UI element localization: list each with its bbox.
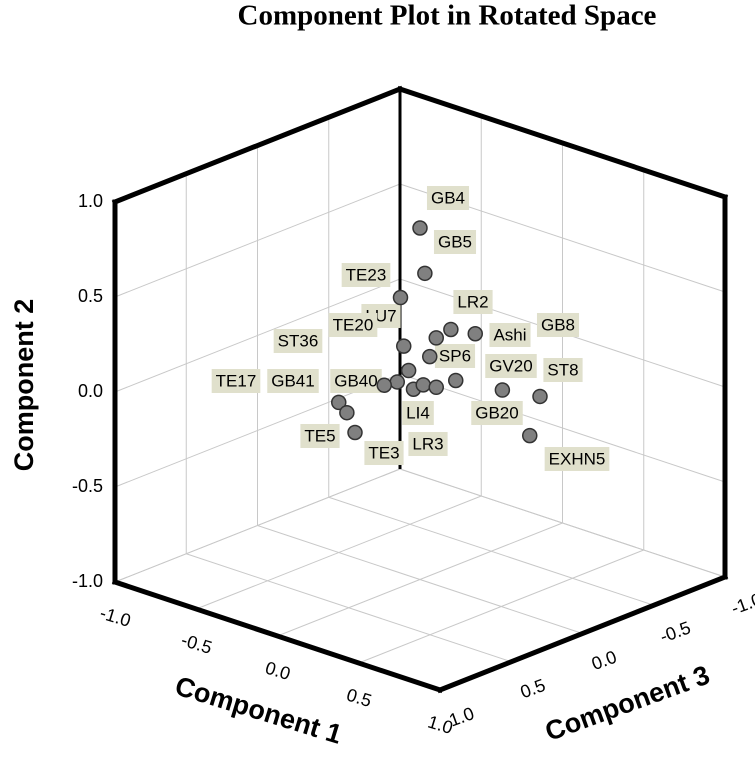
point [422, 348, 438, 365]
point-label-bg [471, 401, 523, 425]
grid-line [186, 553, 512, 663]
point [417, 265, 433, 282]
z-axis-title: Component 3 [541, 660, 713, 747]
point-label: TE3 [368, 443, 399, 462]
point-label-bg [433, 230, 477, 254]
x-tick-label: -0.5 [179, 630, 215, 658]
chart-title: Component Plot in Rotated Space [238, 0, 657, 32]
x-tick-label: 0.0 [263, 658, 293, 684]
z-tick-label: 0.0 [589, 647, 619, 674]
point [443, 321, 459, 338]
point-label-bg [489, 323, 531, 347]
point-label-bg [330, 369, 382, 393]
point-label: TE23 [346, 265, 387, 284]
y-tick-label: 0.0 [78, 381, 103, 401]
point [522, 427, 538, 444]
y-tick-label: 0.5 [78, 286, 103, 306]
point [415, 377, 431, 393]
point [347, 424, 363, 441]
point-label-bg [434, 344, 476, 368]
point-label: ST8 [547, 360, 578, 379]
point-label: GB5 [438, 232, 472, 251]
x-tick-label: -1.0 [98, 603, 134, 631]
box-edge [111, 578, 444, 694]
point [339, 404, 355, 421]
point-label: GB8 [541, 315, 575, 334]
point-label-bg [273, 329, 323, 353]
box-edge [396, 85, 729, 201]
point-label: GV20 [489, 356, 532, 375]
grid-line [257, 525, 583, 634]
point-label-bg [211, 369, 261, 393]
z-tick-label: 1.0 [446, 703, 476, 730]
point [376, 377, 392, 393]
point [532, 388, 548, 405]
x-tick-label: 0.5 [344, 685, 374, 711]
point-label: GB4 [431, 188, 465, 207]
point-label-bg [543, 358, 583, 382]
point-label: SP6 [439, 346, 471, 365]
point [467, 326, 483, 342]
point [428, 330, 444, 346]
box-edge [111, 85, 404, 206]
grid-line [399, 468, 726, 578]
point-label: EXHN5 [549, 449, 606, 468]
y-tick-label: -0.5 [72, 476, 103, 496]
point-label: GB41 [271, 371, 314, 390]
point-label-bg [544, 447, 610, 471]
x-axis-title: Component 1 [172, 671, 346, 750]
point-label-bg [341, 263, 391, 287]
point-label: Ashi [493, 325, 526, 344]
y-tick-label: -1.0 [72, 571, 103, 591]
point [494, 382, 511, 398]
point [428, 379, 444, 396]
point-label-bg [408, 432, 448, 456]
point-label: LR3 [412, 434, 443, 453]
point-label: GB40 [334, 371, 377, 390]
point-label-bg [536, 313, 580, 337]
point-label-bg [267, 369, 319, 393]
point-label-bg [453, 290, 493, 314]
point-label-bg [426, 186, 470, 210]
point-label: ST36 [278, 331, 319, 350]
point [448, 372, 464, 389]
grid-line [328, 496, 654, 606]
point [392, 289, 409, 306]
point-label-bg [402, 401, 434, 425]
point [389, 374, 405, 390]
point-label: LI4 [406, 403, 430, 422]
point-label-bg [485, 354, 537, 378]
z-tick-label: -0.5 [657, 617, 693, 646]
point [331, 394, 347, 411]
point-label-bg [328, 313, 378, 337]
point-label-bg [364, 441, 404, 465]
z-tick-label: 0.5 [518, 675, 548, 702]
point-label: TE20 [333, 315, 374, 334]
box-edge [436, 573, 729, 694]
z-tick-label: -1.0 [729, 589, 755, 618]
point-label: TE5 [304, 426, 335, 445]
point [400, 362, 417, 379]
point-label-bg [300, 424, 340, 448]
y-axis-title: Component 2 [9, 299, 39, 472]
point-label: TE17 [216, 371, 257, 390]
y-tick-label: 1.0 [78, 191, 103, 211]
point-label: LR2 [457, 292, 488, 311]
point-label: GB20 [475, 403, 518, 422]
point [412, 220, 428, 236]
point [396, 338, 412, 354]
